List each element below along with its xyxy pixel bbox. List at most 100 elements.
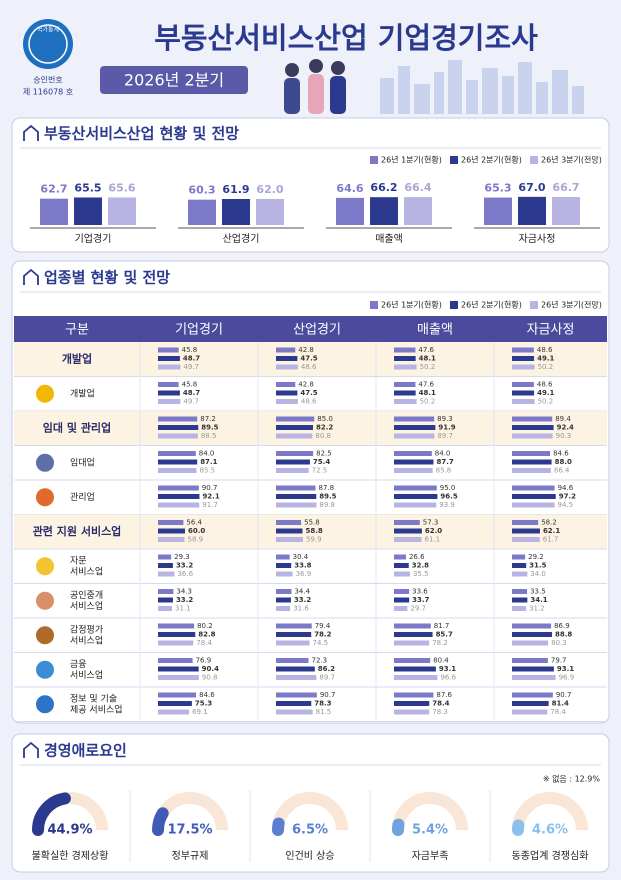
value-label: 84.0 bbox=[199, 450, 215, 458]
row-name: 서비스업 bbox=[70, 566, 103, 577]
value-label: 65.5 bbox=[74, 181, 101, 194]
gauge-label: 정부규제 bbox=[172, 850, 209, 862]
value-label: 58.9 bbox=[188, 536, 204, 544]
logo-text: 국가통계 bbox=[37, 26, 59, 34]
category-row bbox=[14, 342, 607, 377]
value-label: 55.8 bbox=[304, 519, 320, 527]
value-label: 89.4 bbox=[555, 415, 571, 423]
bar bbox=[512, 675, 556, 680]
bar bbox=[276, 468, 309, 473]
logo bbox=[23, 19, 73, 69]
value-label: 31.5 bbox=[529, 562, 546, 570]
value-label: 49.7 bbox=[183, 398, 199, 406]
value-label: 85.7 bbox=[436, 631, 453, 639]
row-name: 개발업 bbox=[70, 388, 95, 399]
value-label: 66.4 bbox=[404, 181, 431, 194]
bar bbox=[512, 554, 526, 560]
value-label: 66.7 bbox=[552, 181, 579, 194]
bar bbox=[158, 347, 179, 353]
bar bbox=[188, 199, 216, 225]
category-row bbox=[14, 514, 607, 549]
bar bbox=[276, 597, 291, 603]
value-label: 76.9 bbox=[196, 657, 212, 665]
period: 2026년 2분기 bbox=[124, 71, 224, 90]
bar bbox=[158, 597, 173, 603]
bar bbox=[158, 709, 190, 715]
value-label: 80.8 bbox=[315, 432, 331, 440]
category-name: 임대 및 관리업 bbox=[43, 420, 111, 434]
value-label: 80.3 bbox=[551, 639, 567, 647]
column-header: 매출액 bbox=[417, 323, 453, 338]
value-label: 90.7 bbox=[556, 691, 572, 699]
value-label: 75.3 bbox=[195, 700, 212, 708]
value-label: 50.2 bbox=[420, 363, 436, 371]
bar bbox=[222, 199, 250, 225]
gauge bbox=[152, 807, 169, 836]
people-illustration bbox=[284, 59, 346, 114]
value-label: 50.2 bbox=[538, 398, 554, 406]
value-label: 31.6 bbox=[293, 605, 309, 613]
bar bbox=[512, 382, 534, 387]
bar bbox=[512, 709, 548, 715]
column-header: 기업경기 bbox=[175, 323, 223, 338]
bar bbox=[158, 425, 199, 430]
group-label: 매출액 bbox=[375, 233, 403, 245]
value-label: 93.1 bbox=[557, 665, 574, 673]
bar bbox=[394, 364, 417, 370]
gauge-track bbox=[512, 792, 588, 831]
bar bbox=[276, 640, 310, 646]
value-label: 91.9 bbox=[438, 424, 455, 432]
bar bbox=[276, 356, 298, 361]
value-label: 94.6 bbox=[558, 484, 574, 492]
bar bbox=[276, 485, 316, 491]
value-label: 48.6 bbox=[301, 363, 317, 371]
bar bbox=[276, 416, 315, 422]
bar bbox=[512, 451, 551, 456]
main-title: 부동산서비스산업 기업경기조사 bbox=[154, 21, 538, 55]
bar bbox=[336, 197, 364, 225]
bar bbox=[370, 197, 398, 225]
value-label: 29.7 bbox=[410, 605, 426, 613]
bar bbox=[394, 589, 410, 594]
value-label: 88.8 bbox=[555, 631, 572, 639]
section-title: 업종별 현황 및 전망 bbox=[44, 269, 170, 287]
gauge-track bbox=[272, 792, 348, 831]
bar bbox=[158, 520, 184, 525]
value-label: 34.4 bbox=[294, 588, 310, 596]
value-label: 66.2 bbox=[370, 181, 397, 194]
group-label: 자금사정 bbox=[519, 233, 556, 245]
value-label: 78.2 bbox=[314, 631, 331, 639]
bar bbox=[276, 502, 317, 508]
bar bbox=[276, 528, 303, 534]
value-label: 89.8 bbox=[319, 501, 335, 509]
legend-swatch bbox=[530, 156, 538, 164]
bar bbox=[276, 701, 312, 706]
column-header: 구분 bbox=[65, 323, 89, 338]
value-label: 48.1 bbox=[419, 389, 436, 397]
value-label: 74.5 bbox=[313, 639, 329, 647]
value-label: 35.5 bbox=[413, 570, 429, 578]
legend-label: 26년 2분기(현황) bbox=[461, 155, 522, 165]
value-label: 29.2 bbox=[528, 553, 544, 561]
value-label: 90.7 bbox=[202, 484, 218, 492]
bar bbox=[276, 571, 293, 577]
bar bbox=[158, 485, 199, 491]
value-label: 85.5 bbox=[199, 467, 215, 475]
value-label: 61.1 bbox=[424, 536, 440, 544]
value-label: 90.7 bbox=[320, 691, 336, 699]
value-label: 81.4 bbox=[552, 700, 569, 708]
bar bbox=[158, 701, 192, 706]
bar bbox=[512, 623, 552, 629]
value-label: 48.6 bbox=[537, 381, 553, 389]
bar bbox=[158, 451, 196, 456]
bar bbox=[394, 433, 435, 439]
row-name: 자문 bbox=[70, 555, 87, 566]
value-label: 65.6 bbox=[108, 181, 135, 194]
row-name: 금융 bbox=[70, 659, 87, 670]
bar bbox=[74, 197, 102, 225]
value-label: 96.5 bbox=[440, 493, 457, 501]
value-label: 86.4 bbox=[554, 467, 570, 475]
legend-label: 26년 3분기(전망) bbox=[541, 300, 602, 310]
row-name: 서비스업 bbox=[70, 670, 103, 681]
value-label: 90.3 bbox=[556, 432, 572, 440]
